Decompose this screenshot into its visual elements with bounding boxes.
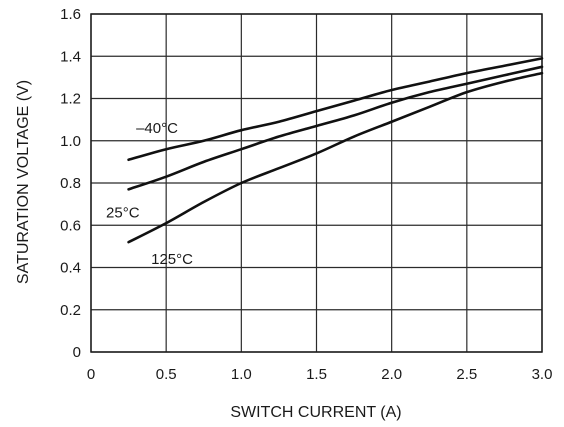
series-line-0: [127, 57, 544, 162]
plot-frame: [90, 13, 543, 353]
tick-labels: 0 0.5 1.0 1.5 2.0 2.5 3.0 0 0.2 0.4 0.6 0.8 1.0 1.2 1.…: [60, 6, 552, 383]
x-tick-label: 1.5: [306, 366, 327, 383]
y-tick-label: 1.4: [60, 48, 81, 65]
x-tick-label: 2.0: [381, 366, 402, 383]
y-tick-label: 0.8: [60, 175, 81, 192]
plot-border: [90, 13, 543, 353]
series-line-1: [127, 65, 544, 191]
series-lines: [127, 57, 544, 244]
y-axis-label: SATURATION VOLTAGE (V): [15, 80, 32, 284]
series-label-2: 125°C: [151, 251, 193, 268]
y-tick-label: 1.2: [60, 91, 81, 108]
y-tick-label: 1.0: [60, 133, 81, 150]
series-label-1: 25°C: [106, 205, 140, 222]
x-tick-label: 0: [87, 366, 95, 383]
y-tick-label: 0.2: [60, 302, 81, 319]
x-tick-label: 1.0: [231, 366, 252, 383]
grid: [90, 13, 543, 353]
y-tick-label: 0: [73, 344, 81, 361]
x-axis-label: SWITCH CURRENT (A): [230, 404, 401, 421]
series-labels: –40°C 25°C 125°C: [106, 120, 193, 268]
y-tick-label: 1.6: [60, 6, 81, 23]
x-tick-label: 0.5: [156, 366, 177, 383]
series-label-0: –40°C: [136, 120, 178, 137]
y-tick-label: 0.6: [60, 217, 81, 234]
x-tick-label: 3.0: [532, 366, 553, 383]
series-line-2: [127, 71, 544, 244]
x-tick-label: 2.5: [456, 366, 477, 383]
y-tick-label: 0.4: [60, 260, 81, 277]
